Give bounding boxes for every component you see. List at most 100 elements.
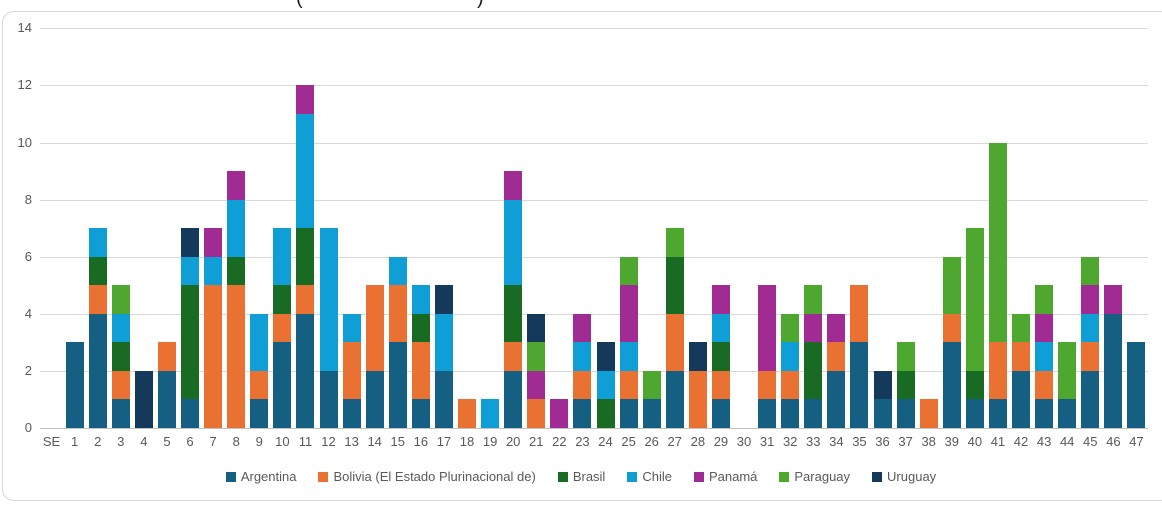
- bar-segment-bolivia[interactable]: [1081, 342, 1100, 371]
- bar-segment-chile[interactable]: [596, 370, 615, 400]
- bar-segment-panamá[interactable]: [550, 399, 569, 428]
- bar-segment-argentina[interactable]: [1127, 342, 1146, 428]
- bar-segment-argentina[interactable]: [1081, 370, 1100, 428]
- bar-segment-panamá[interactable]: [1104, 285, 1123, 314]
- bar-segment-chile[interactable]: [573, 342, 592, 371]
- bar-segment-bolivia[interactable]: [504, 342, 523, 371]
- bar-segment-brasil[interactable]: [504, 285, 523, 343]
- bar-segment-bolivia[interactable]: [296, 285, 315, 314]
- bar-segment-bolivia[interactable]: [711, 370, 730, 400]
- bar-segment-argentina[interactable]: [573, 399, 592, 428]
- bar-segment-panamá[interactable]: [1035, 313, 1054, 343]
- bar-segment-chile[interactable]: [204, 256, 223, 286]
- bar-segment-paraguay[interactable]: [965, 228, 984, 371]
- bar-segment-bolivia[interactable]: [388, 285, 407, 343]
- bar-segment-bolivia[interactable]: [688, 370, 707, 428]
- bar-segment-argentina[interactable]: [88, 313, 107, 428]
- bar-segment-chile[interactable]: [781, 342, 800, 371]
- bar-segment-chile[interactable]: [342, 313, 361, 343]
- bar-segment-panamá[interactable]: [758, 285, 777, 371]
- bar-segment-bolivia[interactable]: [665, 313, 684, 371]
- bar-segment-bolivia[interactable]: [458, 399, 477, 428]
- bar-segment-argentina[interactable]: [665, 370, 684, 428]
- legend-item-brasil[interactable]: Brasil: [557, 469, 605, 484]
- bar-segment-argentina[interactable]: [296, 313, 315, 428]
- bar-segment-bolivia[interactable]: [781, 370, 800, 400]
- bar-segment-bolivia[interactable]: [273, 313, 292, 343]
- bar-segment-bolivia[interactable]: [1035, 370, 1054, 400]
- bar-segment-argentina[interactable]: [504, 370, 523, 428]
- bar-segment-bolivia[interactable]: [619, 370, 638, 400]
- bar-segment-bolivia[interactable]: [573, 370, 592, 400]
- bar-segment-brasil[interactable]: [411, 313, 430, 343]
- bar-segment-panamá[interactable]: [711, 285, 730, 314]
- bar-segment-argentina[interactable]: [157, 370, 176, 428]
- bar-segment-argentina[interactable]: [111, 399, 130, 428]
- bar-segment-brasil[interactable]: [296, 228, 315, 286]
- bar-segment-brasil[interactable]: [273, 285, 292, 314]
- bar-segment-paraguay[interactable]: [642, 370, 661, 400]
- bar-segment-bolivia[interactable]: [1012, 342, 1031, 371]
- bar-segment-bolivia[interactable]: [157, 342, 176, 371]
- bar-segment-chile[interactable]: [619, 342, 638, 371]
- bar-segment-brasil[interactable]: [665, 256, 684, 314]
- bar-segment-bolivia[interactable]: [227, 285, 246, 428]
- bar-segment-brasil[interactable]: [181, 285, 200, 400]
- bar-segment-argentina[interactable]: [804, 399, 823, 428]
- bar-segment-paraguay[interactable]: [781, 313, 800, 343]
- bar-segment-chile[interactable]: [1035, 342, 1054, 371]
- bar-segment-bolivia[interactable]: [204, 285, 223, 428]
- bar-segment-bolivia[interactable]: [758, 370, 777, 400]
- bar-segment-chile[interactable]: [111, 313, 130, 343]
- bar-segment-chile[interactable]: [296, 113, 315, 229]
- bar-segment-chile[interactable]: [319, 228, 338, 371]
- bar-segment-argentina[interactable]: [873, 399, 892, 428]
- bar-segment-bolivia[interactable]: [111, 370, 130, 400]
- bar-segment-argentina[interactable]: [411, 399, 430, 428]
- bar-segment-argentina[interactable]: [388, 342, 407, 428]
- legend-item-argentina[interactable]: Argentina: [225, 469, 296, 484]
- bar-segment-paraguay[interactable]: [988, 142, 1007, 343]
- bar-segment-bolivia[interactable]: [988, 342, 1007, 400]
- bar-segment-argentina[interactable]: [319, 370, 338, 428]
- bar-segment-bolivia[interactable]: [342, 342, 361, 400]
- bar-segment-paraguay[interactable]: [942, 256, 961, 314]
- bar-segment-chile[interactable]: [481, 399, 500, 428]
- bar-segment-paraguay[interactable]: [1081, 256, 1100, 286]
- bar-segment-argentina[interactable]: [250, 399, 269, 428]
- bar-segment-paraguay[interactable]: [804, 285, 823, 314]
- bar-segment-argentina[interactable]: [758, 399, 777, 428]
- legend-item-chile[interactable]: Chile: [627, 469, 672, 484]
- bar-segment-panamá[interactable]: [296, 85, 315, 114]
- bar-segment-bolivia[interactable]: [527, 399, 546, 428]
- bar-segment-panamá[interactable]: [619, 285, 638, 343]
- bar-segment-panamá[interactable]: [804, 313, 823, 343]
- legend-item-paraguay[interactable]: Paraguay: [779, 469, 850, 484]
- bar-segment-bolivia[interactable]: [942, 313, 961, 343]
- bar-segment-argentina[interactable]: [434, 370, 453, 428]
- bar-segment-chile[interactable]: [181, 256, 200, 286]
- bar-segment-argentina[interactable]: [850, 342, 869, 428]
- bar-segment-panamá[interactable]: [227, 171, 246, 200]
- bar-segment-brasil[interactable]: [596, 399, 615, 428]
- bar-segment-argentina[interactable]: [942, 342, 961, 428]
- bar-segment-argentina[interactable]: [1035, 399, 1054, 428]
- bar-segment-argentina[interactable]: [896, 399, 915, 428]
- bar-segment-brasil[interactable]: [88, 256, 107, 286]
- bar-segment-brasil[interactable]: [965, 370, 984, 400]
- bar-segment-paraguay[interactable]: [1035, 285, 1054, 314]
- legend-item-uruguay[interactable]: Uruguay: [872, 469, 936, 484]
- bar-segment-bolivia[interactable]: [827, 342, 846, 371]
- bar-segment-panamá[interactable]: [827, 313, 846, 343]
- bar-segment-uruguay[interactable]: [527, 313, 546, 343]
- bar-segment-argentina[interactable]: [1104, 313, 1123, 428]
- bar-segment-brasil[interactable]: [711, 342, 730, 371]
- bar-segment-argentina[interactable]: [781, 399, 800, 428]
- bar-segment-paraguay[interactable]: [896, 342, 915, 371]
- bar-segment-paraguay[interactable]: [1012, 313, 1031, 343]
- bar-segment-paraguay[interactable]: [527, 342, 546, 371]
- bar-segment-uruguay[interactable]: [134, 370, 153, 428]
- bar-segment-brasil[interactable]: [804, 342, 823, 400]
- bar-segment-uruguay[interactable]: [596, 342, 615, 371]
- bar-segment-argentina[interactable]: [619, 399, 638, 428]
